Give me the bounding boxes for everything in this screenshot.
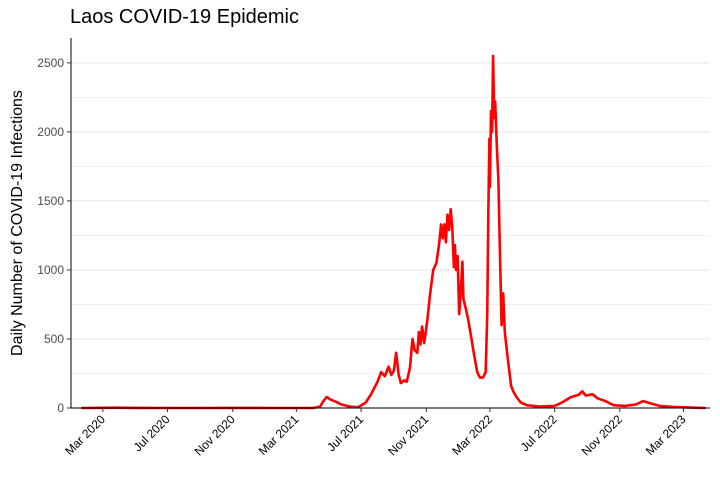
x-tick-label: Nov 2021	[385, 412, 431, 458]
x-tick-label: Mar 2023	[643, 412, 689, 458]
y-ticks: 0 500 1000 1500 2000 2500	[37, 56, 71, 415]
x-tick-label: Jul 2020	[131, 412, 173, 454]
gridlines	[71, 62, 710, 409]
series-line	[80, 54, 706, 410]
x-tick-label: Nov 2020	[192, 412, 238, 458]
x-tick-label: Mar 2021	[256, 412, 302, 458]
y-tick-label: 2500	[37, 56, 64, 70]
series-layer	[80, 54, 706, 410]
x-tick-label: Nov 2022	[579, 412, 625, 458]
y-tick-label: 1500	[37, 194, 64, 208]
x-tick-label: Jul 2022	[518, 412, 560, 454]
y-axis-title: Daily Number of COVID-19 Infections	[9, 90, 26, 356]
chart-title: Laos COVID-19 Epidemic	[70, 6, 299, 28]
x-tick-label: Mar 2022	[449, 412, 495, 458]
y-tick-label: 1000	[37, 263, 64, 277]
y-tick-label: 500	[44, 332, 64, 346]
x-tick-label: Jul 2021	[324, 412, 366, 454]
y-tick-label: 0	[57, 401, 64, 415]
axes	[70, 38, 710, 409]
x-tick-label: Mar 2020	[62, 412, 108, 458]
y-tick-label: 2000	[37, 125, 64, 139]
x-ticks: Mar 2020 Jul 2020 Nov 2020 Mar 2021 Jul 2021…	[62, 408, 689, 458]
